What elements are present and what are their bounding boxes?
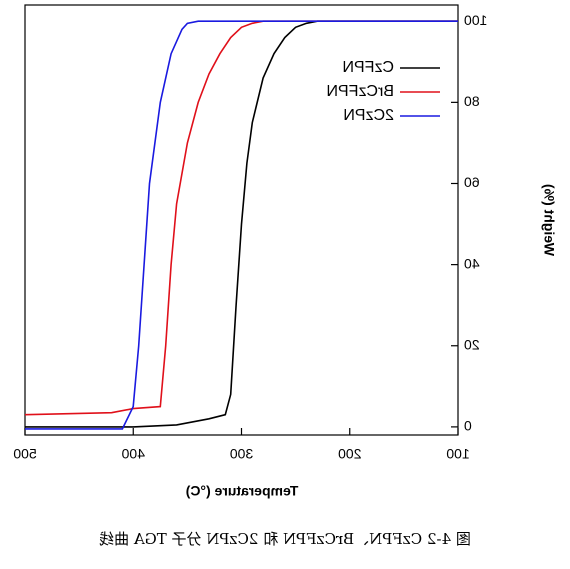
x-tick-label: 200 [338,446,362,462]
legend-label: BrCzFPN [326,83,394,100]
x-axis-label: Temperature (°C) [186,483,299,499]
x-tick-label: 400 [121,446,145,462]
y-tick-label: 60 [464,174,480,190]
legend-label: 2CzPN [343,107,394,124]
legend-label: CzFPN [342,59,394,76]
y-tick-label: 40 [464,255,480,271]
line-series [24,20,458,416]
x-tick-label: 100 [446,446,470,462]
x-tick-label: 500 [13,446,37,462]
line-series [25,20,458,430]
y-axis-label: Weight (%) [541,184,557,256]
y-tick-label: 20 [464,336,480,352]
caption: 图 4-2 CzFPN、BrCzFPN 和 2CzPN 分子 TGA 曲线 [99,530,471,548]
line-series [25,20,458,428]
chart-body: Temperature (°C) Weight (%) 图 4-2 CzFPN、… [13,4,557,548]
y-tick-label: 100 [464,12,488,28]
y-tick-label: 0 [464,418,472,434]
x-tick-label: 300 [230,446,254,462]
y-tick-label: 80 [464,93,480,109]
